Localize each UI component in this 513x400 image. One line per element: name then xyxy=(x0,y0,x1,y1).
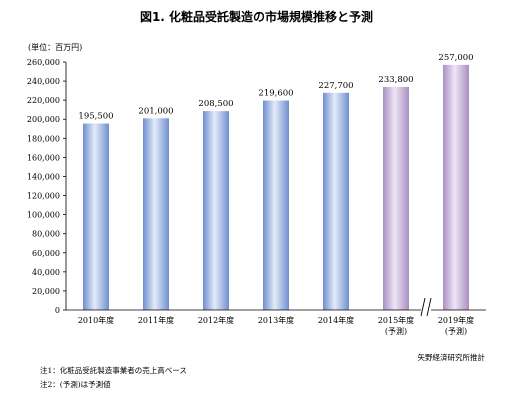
axis-break-mark xyxy=(426,297,432,317)
bar xyxy=(203,111,229,310)
bar-value-label: 201,000 xyxy=(138,106,173,116)
chart-title: 図1. 化粧品受託製造の市場規模推移と予測 xyxy=(139,10,374,24)
unit-label: (単位：百万円) xyxy=(28,43,83,52)
y-tick-label: 120,000 xyxy=(27,192,60,201)
bar-value-label: 233,800 xyxy=(378,75,413,85)
y-tick-label: 80,000 xyxy=(32,230,60,239)
y-tick-label: 20,000 xyxy=(32,287,60,296)
x-axis: 2010年度 2011年度 2012年度 2013年度 2014年度 2015年度(予測)… xyxy=(66,297,486,336)
x-tick-sublabel: (予測) xyxy=(385,326,407,336)
y-tick-label: 240,000 xyxy=(27,77,60,86)
x-tick-label: 2015年度 xyxy=(378,315,414,325)
y-tick-label: 200,000 xyxy=(27,115,60,124)
y-axis: 0 20,000 40,000 60,000 80,000 100,000 120,000 1… xyxy=(27,58,67,315)
bar-value-label: 227,700 xyxy=(318,81,353,91)
source-note: 矢野経済研究所推計 xyxy=(417,353,486,362)
y-tick-label: 140,000 xyxy=(27,172,60,181)
bar-value-label: 195,500 xyxy=(78,112,113,122)
bar-value-label: 257,000 xyxy=(438,53,473,63)
x-tick-label: 2010年度 xyxy=(78,315,114,325)
x-tick-label: 2011年度 xyxy=(138,315,174,325)
bar-forecast xyxy=(383,86,409,310)
y-tick-label: 100,000 xyxy=(27,211,60,220)
y-tick-label: 260,000 xyxy=(27,58,60,67)
x-tick-label: 2019年度 xyxy=(438,315,474,325)
y-tick-label: 220,000 xyxy=(27,96,60,105)
y-tick-label: 40,000 xyxy=(32,268,60,277)
y-tick-label: 160,000 xyxy=(27,153,60,162)
x-tick-label: 2012年度 xyxy=(198,315,234,325)
bars: 195,500 201,000 208,500 219,600 227,700 233,8… xyxy=(78,53,474,311)
x-tick-label: 2013年度 xyxy=(258,315,294,325)
bar xyxy=(83,123,109,311)
x-tick-sublabel: (予測) xyxy=(445,326,467,336)
y-tick-label: 180,000 xyxy=(27,134,60,143)
note-1: 注1：化粧品受託製造事業者の売上高ベース xyxy=(40,366,187,375)
bar xyxy=(323,92,349,310)
bar-value-label: 208,500 xyxy=(198,99,233,109)
x-tick-label: 2014年度 xyxy=(318,315,354,325)
bar-value-label: 219,600 xyxy=(258,89,293,99)
note-2: 注2：(予測)は予測値 xyxy=(40,380,111,389)
bar xyxy=(263,100,289,310)
y-tick-label: 0 xyxy=(55,306,60,315)
axis-break-mark xyxy=(420,297,426,317)
bar-forecast xyxy=(443,64,469,310)
bar xyxy=(143,118,169,311)
y-tick-label: 60,000 xyxy=(32,249,60,258)
